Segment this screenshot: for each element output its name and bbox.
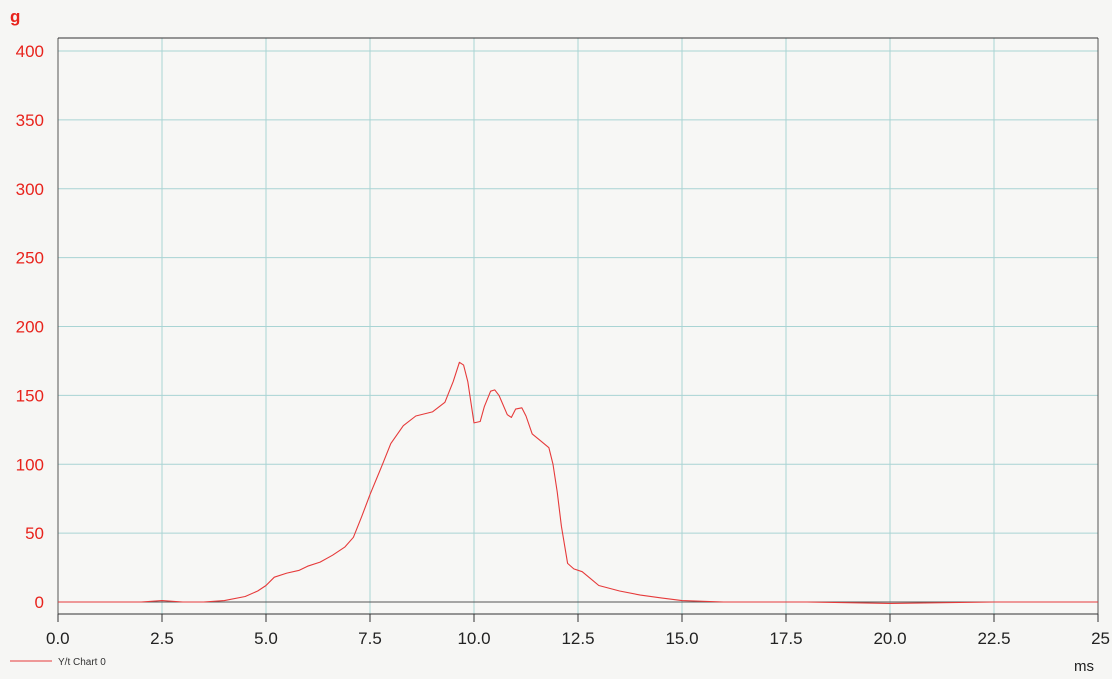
x-tick-label: 25 <box>1091 629 1110 648</box>
grid <box>57 38 1099 614</box>
y-tick-label: 300 <box>16 180 44 199</box>
x-tick-label: 5.0 <box>254 629 278 648</box>
y-tick-label: 350 <box>16 111 44 130</box>
x-tick-label: 12.5 <box>561 629 594 648</box>
y-tick-label: 0 <box>35 593 44 612</box>
x-tick-label: 22.5 <box>977 629 1010 648</box>
x-tick-label: 2.5 <box>150 629 174 648</box>
legend-label: Y/t Chart 0 <box>58 657 106 668</box>
series-group <box>58 361 1098 604</box>
y-tick-label: 100 <box>16 455 44 474</box>
legend: Y/t Chart 0 <box>10 657 106 668</box>
y-axis-unit: g <box>10 7 20 26</box>
series-line <box>58 361 1098 604</box>
x-tick-label: 17.5 <box>769 629 802 648</box>
x-tick-label: 15.0 <box>665 629 698 648</box>
x-tick-label: 0.0 <box>46 629 70 648</box>
y-tick-label: 400 <box>16 42 44 61</box>
x-tick-label: 10.0 <box>457 629 490 648</box>
y-tick-label: 200 <box>16 318 44 337</box>
x-axis-ticks: 0.0 2.5 5.0 7.5 10.0 12.5 15.0 17.5 20.0 22.5 25 <box>46 614 1110 648</box>
x-tick-label: 7.5 <box>358 629 382 648</box>
y-tick-label: 250 <box>16 249 44 268</box>
y-tick-label: 150 <box>16 386 44 405</box>
x-tick-label: 20.0 <box>873 629 906 648</box>
y-axis-ticks: 0 50 100 150 200 250 300 350 400 <box>16 42 44 612</box>
y-tick-label: 50 <box>25 524 44 543</box>
x-axis-unit: ms <box>1074 658 1094 675</box>
